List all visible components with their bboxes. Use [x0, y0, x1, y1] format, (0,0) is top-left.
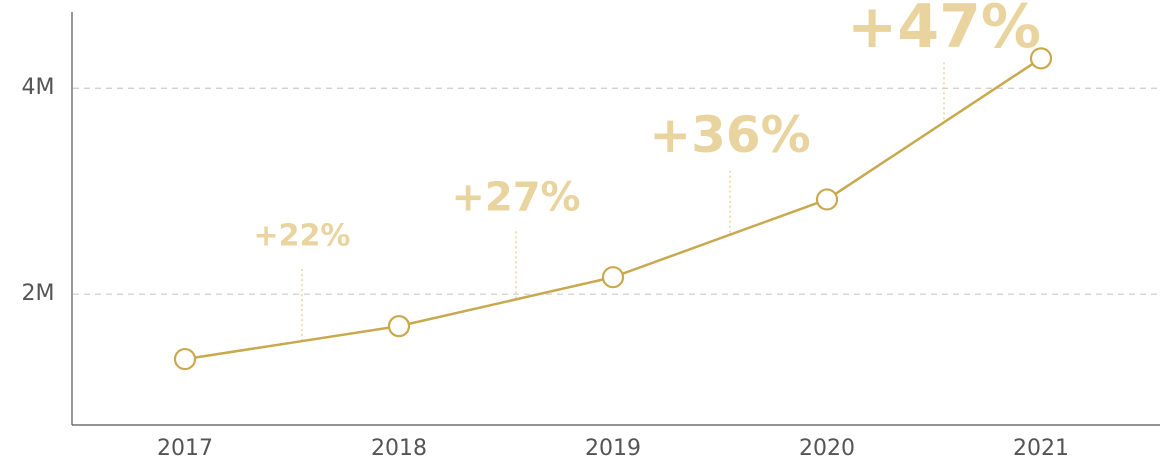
y-tick-label: 4M: [22, 75, 55, 100]
annotation: +47%: [847, 0, 1041, 62]
point: [1029, 47, 1053, 70]
x-tick-label: 2017: [157, 436, 213, 461]
y-tick-label: 2M: [22, 281, 55, 306]
point: [601, 266, 625, 289]
point: [387, 315, 411, 338]
x-tick-label: 2019: [585, 436, 641, 461]
annotation: +27%: [451, 174, 580, 220]
annotation: +22%: [254, 219, 351, 254]
x-tick-label: 2021: [1013, 436, 1069, 461]
annotation: +36%: [649, 106, 811, 164]
point: [815, 188, 839, 211]
x-tick-label: 2020: [799, 436, 855, 461]
point: [173, 347, 197, 371]
x-tick-label: 2018: [371, 436, 427, 461]
line: [184, 57, 1042, 361]
